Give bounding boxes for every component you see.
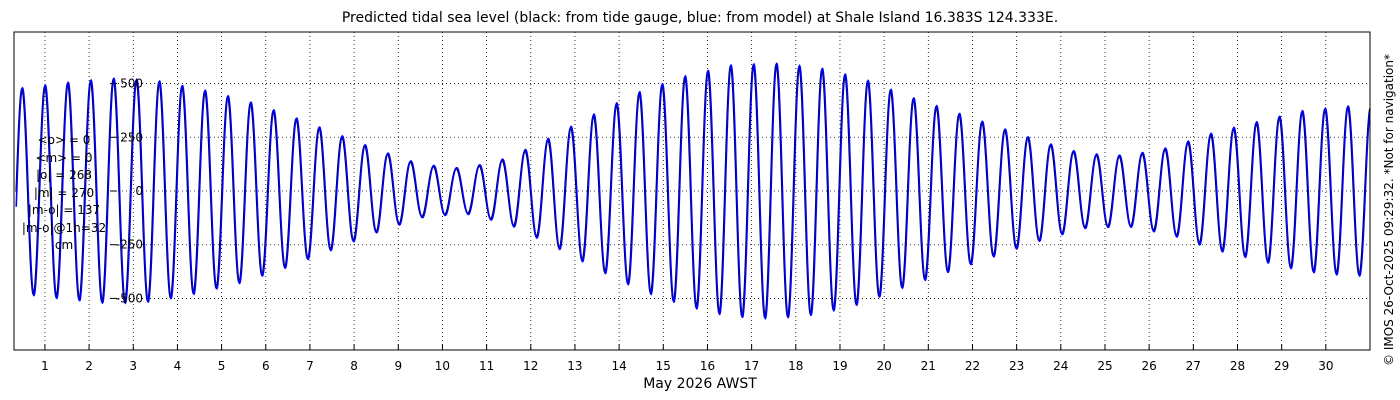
x-tick-label: 19 (832, 359, 847, 373)
x-tick-label: 13 (567, 359, 582, 373)
y-tick-label: 250 (120, 130, 143, 144)
stats-panel: <o> = 0 <m> = 0 |o| = 268 |m| = 270 |m-o… (6, 132, 122, 255)
x-tick-label: 2 (85, 359, 93, 373)
stat-abs-diff-1h: |m-o|@1h=32 (21, 220, 107, 235)
x-tick-label: 29 (1274, 359, 1289, 373)
x-tick-label: 27 (1186, 359, 1201, 373)
x-tick-label: 4 (174, 359, 182, 373)
x-tick-label: 1 (41, 359, 49, 373)
y-tick-label: -250 (116, 238, 143, 252)
y-tick-label: -500 (116, 291, 143, 305)
x-tick-label: 20 (876, 359, 891, 373)
x-tick-label: 22 (965, 359, 980, 373)
x-tick-label: 14 (611, 359, 626, 373)
x-tick-label: 28 (1230, 359, 1245, 373)
x-tick-label: 26 (1142, 359, 1157, 373)
x-tick-label: 11 (479, 359, 494, 373)
x-tick-label: 23 (1009, 359, 1024, 373)
y-tick-label: 500 (120, 77, 143, 91)
series-layer (15, 62, 1371, 320)
x-tick-label: 8 (350, 359, 358, 373)
x-tick-label: 7 (306, 359, 314, 373)
x-tick-label: 15 (656, 359, 671, 373)
x-tick-label: 16 (700, 359, 715, 373)
x-tick-label: 21 (921, 359, 936, 373)
stat-mean-obs: <o> = 0 (37, 133, 91, 147)
chart-title: Predicted tidal sea level (black: from t… (341, 10, 1059, 26)
x-tick-label: 12 (523, 359, 538, 373)
x-tick-label: 25 (1097, 359, 1112, 373)
x-tick-label: 9 (394, 359, 402, 373)
stat-abs-model: |m| = 270 (33, 185, 95, 200)
x-tick-label: 10 (435, 359, 450, 373)
x-tick-label: 3 (129, 359, 137, 373)
stat-abs-obs: |o| = 268 (35, 168, 92, 182)
copyright-container: © IMOS 26-Oct-2025 09:29:32. *Not for na… (1380, 30, 1398, 390)
copyright-notice: © IMOS 26-Oct-2025 09:29:32. *Not for na… (1382, 54, 1396, 366)
x-tick-label: 5 (218, 359, 226, 373)
stat-abs-diff: |m-o| = 137 (27, 203, 101, 217)
x-tick-label: 6 (262, 359, 270, 373)
x-tick-label: 24 (1053, 359, 1068, 373)
x-tick-label: 30 (1318, 359, 1333, 373)
x-tick-label: 18 (788, 359, 803, 373)
series-line-model (15, 62, 1371, 320)
y-tick-label: 0 (135, 184, 143, 198)
x-tick-label: 17 (744, 359, 759, 373)
plot-frame (13, 31, 1371, 351)
stat-units: cm (54, 238, 74, 252)
stat-mean-model: <m> = 0 (35, 150, 93, 165)
x-axis-label: May 2026 AWST (643, 376, 757, 392)
